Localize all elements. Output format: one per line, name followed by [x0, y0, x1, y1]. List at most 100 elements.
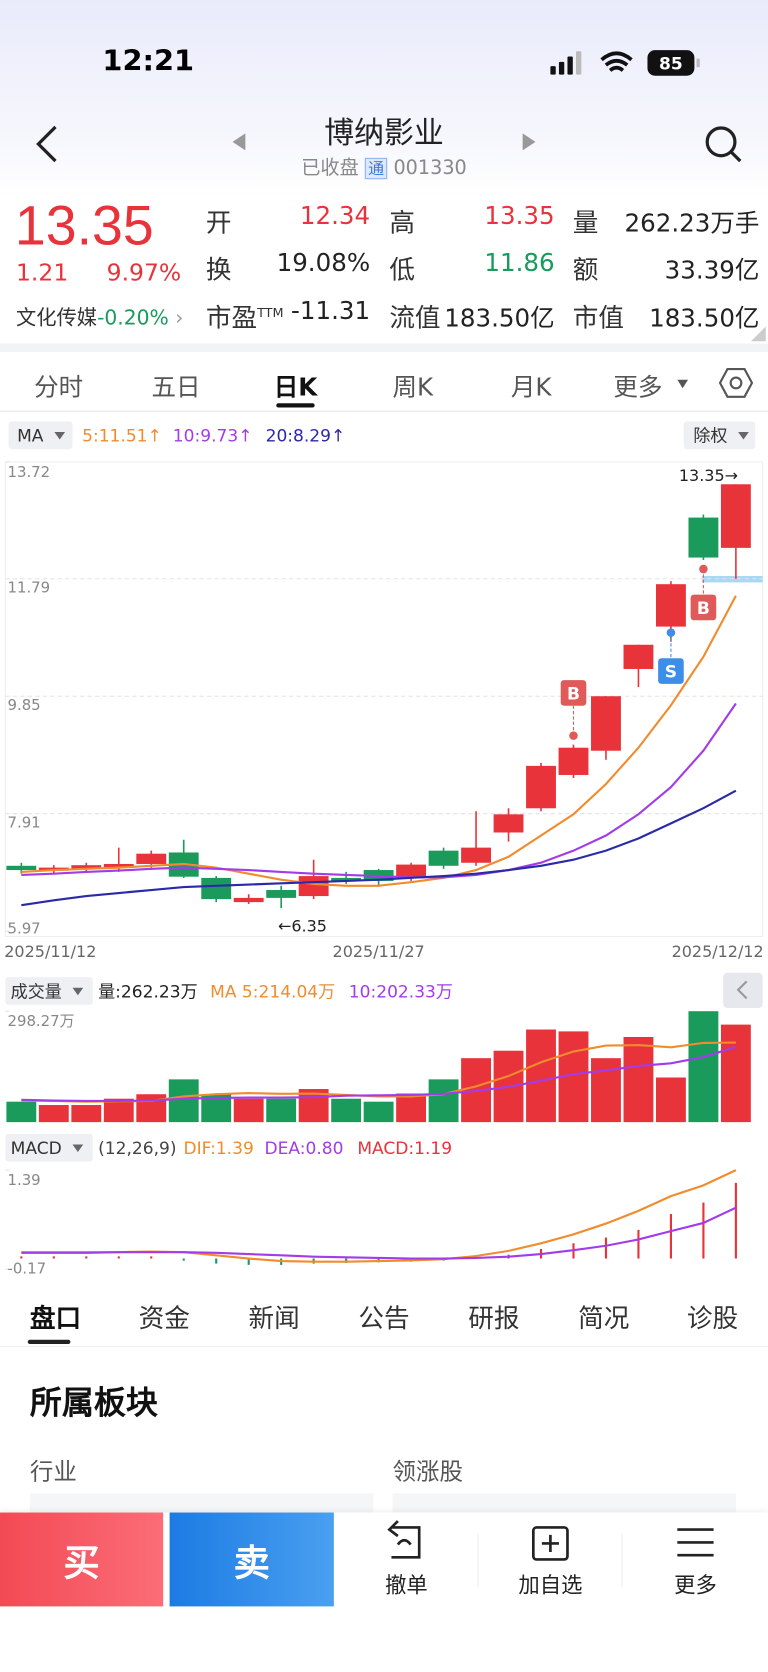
field-value: 13.35: [484, 202, 555, 231]
divider: [0, 1346, 768, 1348]
field-value: 12.34: [299, 202, 371, 231]
period-tab[interactable]: 日K: [273, 374, 318, 403]
y-tick-label: 11.79: [7, 579, 50, 597]
signal-label: S: [665, 662, 677, 682]
y-tick-label: 7.91: [7, 814, 40, 832]
x-tick-label: 2025/11/12: [4, 942, 96, 961]
ma-select[interactable]: [8, 421, 73, 450]
candle-body: [591, 696, 621, 751]
macd-params: (12,26,9): [98, 1139, 176, 1159]
volume-bar: [266, 1098, 297, 1123]
settings-icon[interactable]: [718, 367, 754, 399]
tab-indicator: [276, 403, 315, 408]
divider: [0, 343, 768, 352]
candle-body: [558, 747, 589, 775]
period-tab[interactable]: 分时: [34, 374, 84, 403]
candle-body: [71, 865, 102, 869]
macd-select[interactable]: [5, 1133, 93, 1162]
footer-icons: [387, 1520, 714, 1588]
y-tick-label: 13.72: [7, 463, 50, 481]
period-tab[interactable]: 更多: [613, 374, 663, 403]
footer-action[interactable]: 更多: [674, 1572, 717, 1598]
legend-entry: MA 5:214.04万: [210, 982, 335, 1002]
period-tab[interactable]: 月K: [510, 374, 552, 403]
volume-ma-line: [21, 1045, 737, 1102]
y-tick-label: 1.39: [7, 1171, 40, 1189]
field-value: 19.08%: [276, 249, 371, 278]
volume-bar: [688, 1011, 719, 1123]
volume-bar: [363, 1101, 394, 1123]
volume-bar: [6, 1101, 37, 1123]
buy-button[interactable]: 买: [0, 1512, 164, 1607]
y-tick-label: 5.97: [7, 919, 40, 937]
field-label: 流值: [389, 302, 441, 333]
bottom-tab[interactable]: 新闻: [248, 1303, 300, 1334]
volume-select[interactable]: [5, 977, 93, 1005]
period-tab[interactable]: 五日: [151, 374, 201, 403]
ma-line: [21, 595, 737, 887]
status-icons: 85: [550, 50, 700, 76]
volume-bar: [331, 1098, 362, 1123]
volume-bar: [655, 1077, 686, 1123]
macd-line: [21, 1206, 737, 1260]
volume-bar: [38, 1105, 69, 1123]
macd-label: MACD: [11, 1139, 62, 1159]
field-value: 262.23万手: [624, 210, 760, 238]
volume-bar: [103, 1098, 134, 1123]
signal-badge: [690, 594, 717, 621]
bottom-tab[interactable]: 诊股: [686, 1303, 739, 1334]
volume-bar: [233, 1098, 264, 1123]
ma-line: [21, 789, 737, 907]
candle-body: [201, 877, 232, 900]
field-label: 换: [205, 254, 232, 285]
legend-entry: MACD:1.19: [357, 1139, 452, 1159]
ma-line: [21, 702, 737, 879]
candle-body: [136, 853, 167, 864]
bottom-tab[interactable]: 盘口: [29, 1303, 82, 1334]
field-label: 量: [572, 207, 599, 238]
back-button[interactable]: [32, 123, 64, 166]
search[interactable]: [702, 123, 745, 166]
stock-name: 博纳影业: [324, 115, 444, 151]
volume-bar: [720, 1024, 751, 1123]
bottom-tab[interactable]: 公告: [358, 1303, 410, 1334]
adjust-select[interactable]: [683, 421, 756, 450]
field-value: -11.31: [291, 297, 371, 326]
volume-title: 量:262.23万: [98, 982, 198, 1002]
volume-bar: [591, 1058, 621, 1123]
footer-action[interactable]: 撤单: [385, 1572, 428, 1598]
volume-bar: [168, 1079, 199, 1123]
period-tab[interactable]: 周K: [392, 374, 434, 403]
adjust-label: 除权: [693, 427, 727, 447]
signal-label: B: [567, 684, 580, 704]
tab-indicator: [27, 1339, 71, 1344]
section-col: 行业: [29, 1459, 77, 1486]
next-stock[interactable]: [518, 131, 539, 152]
footer-action[interactable]: 加自选: [518, 1572, 583, 1598]
corner: [750, 326, 766, 342]
bottom-tab[interactable]: 研报: [468, 1303, 520, 1334]
candle-body: [623, 644, 654, 669]
clock: 12:21: [102, 44, 195, 78]
candle-body: [493, 814, 524, 833]
annotation: 13.35→: [679, 466, 738, 485]
candle-body: [655, 584, 686, 627]
collapse-button[interactable]: [723, 972, 763, 1008]
stock-sub: 已收盘 通 001330: [0, 153, 768, 181]
sector-change: -0.20%: [97, 306, 169, 330]
signal-dot: [666, 628, 676, 637]
signal-badge: [658, 658, 684, 684]
change-pct: 9.97%: [106, 260, 182, 287]
candle-body: [6, 865, 37, 871]
prev-stock[interactable]: [228, 131, 249, 152]
block-card: [29, 1493, 374, 1515]
bottom-tab[interactable]: 资金: [138, 1303, 190, 1334]
macd-line: [21, 1169, 737, 1263]
bottom-tab[interactable]: 简况: [578, 1303, 630, 1334]
field-label: 开: [205, 207, 232, 238]
stock-code: 001330: [393, 156, 467, 180]
sell-button[interactable]: 卖: [169, 1512, 334, 1607]
